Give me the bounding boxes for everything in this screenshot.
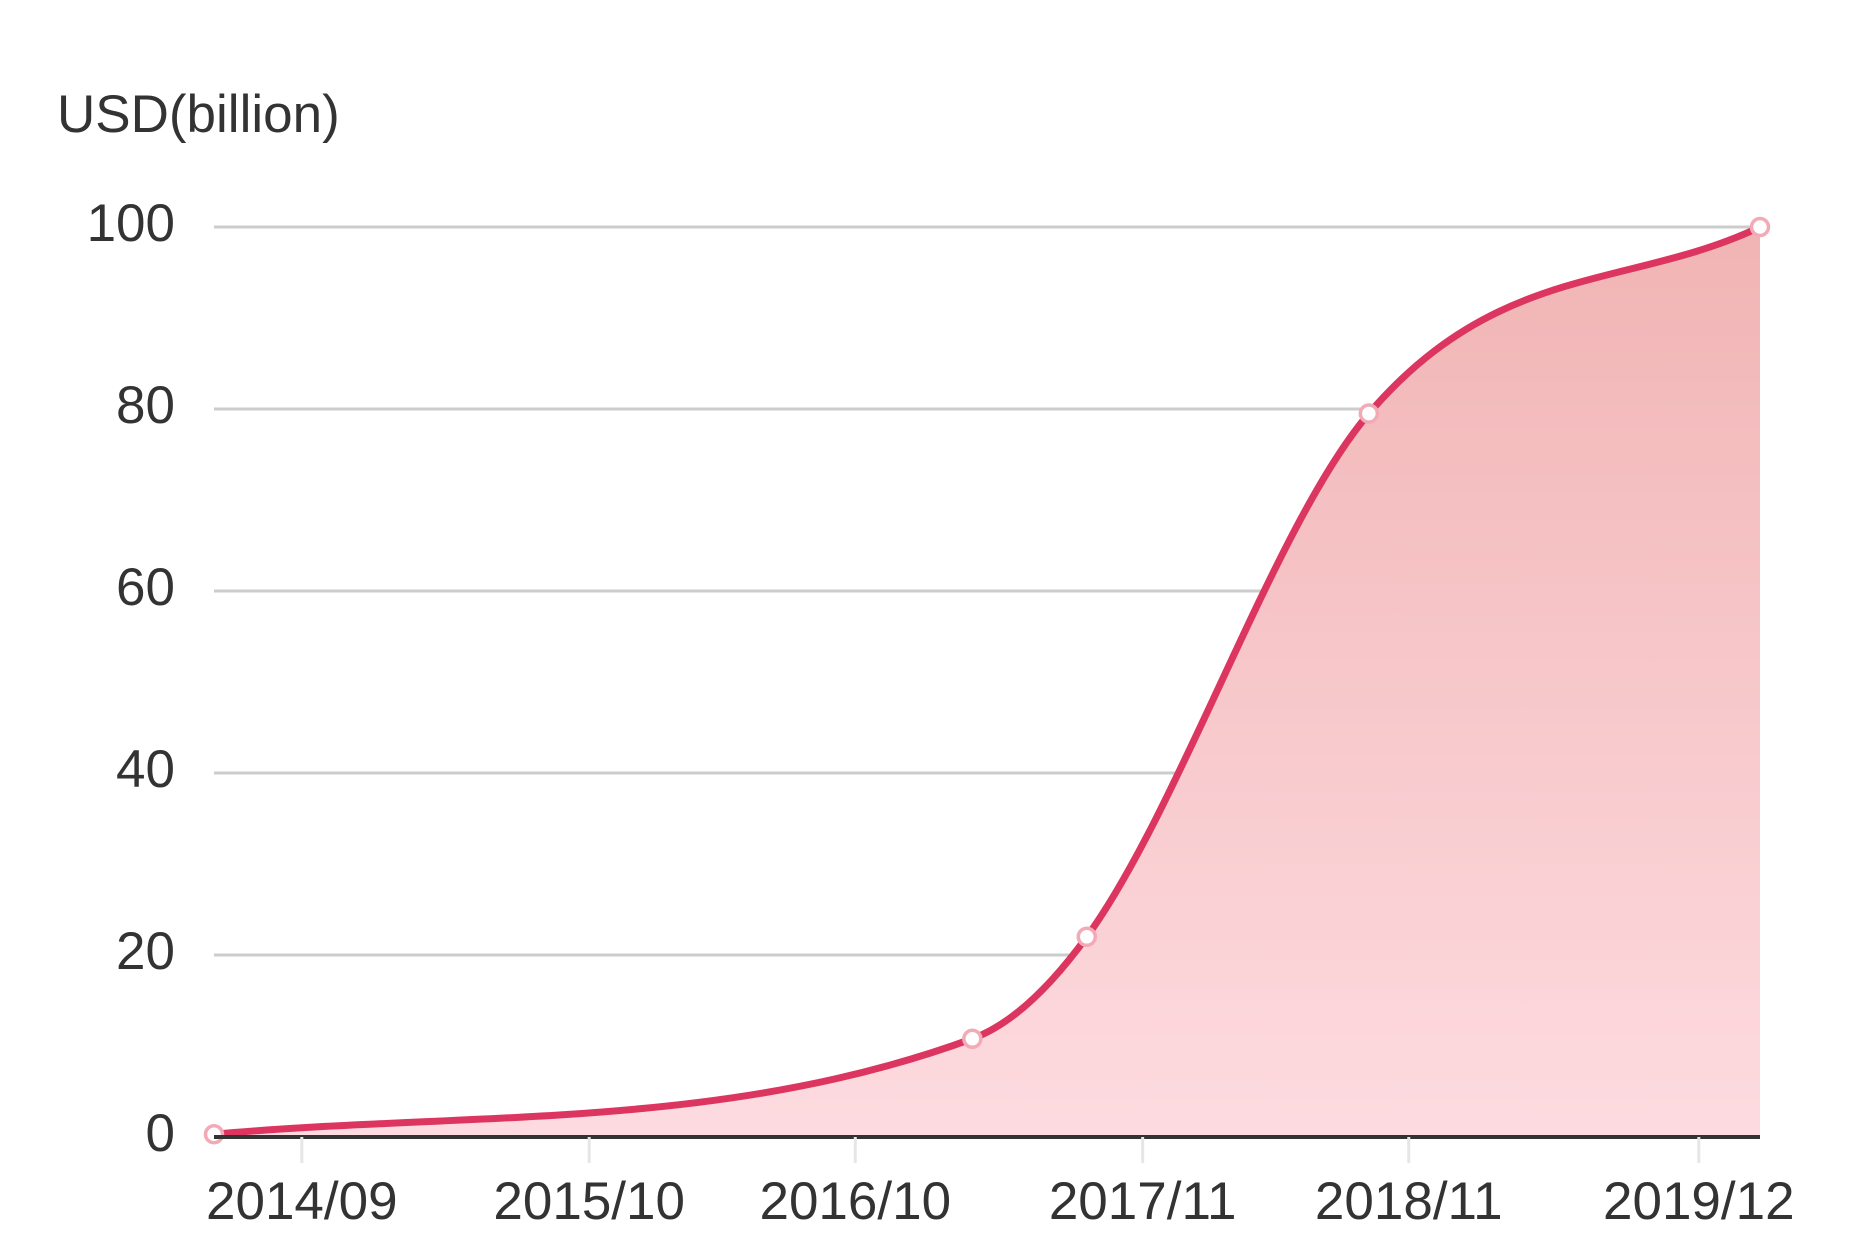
x-tick-label: 2014/09 — [206, 1172, 398, 1231]
y-tick-label: 60 — [116, 558, 175, 617]
x-tick-label: 2018/11 — [1315, 1172, 1503, 1231]
y-tick-label: 80 — [116, 376, 175, 435]
y-axis-label: USD(billion) — [57, 85, 340, 144]
x-tick-label: 2017/11 — [1049, 1172, 1237, 1231]
y-tick-label: 100 — [87, 194, 175, 253]
x-tick-label: 2019/12 — [1603, 1172, 1795, 1231]
y-tick-label: 40 — [116, 740, 175, 799]
point-marker — [962, 1028, 983, 1049]
x-tick-label: 2016/10 — [759, 1172, 951, 1231]
x-tick-label: 2015/10 — [493, 1172, 685, 1231]
y-tick-label: 0 — [146, 1104, 175, 1163]
line — [213, 223, 1762, 1138]
point-marker — [1076, 926, 1098, 948]
point-marker — [1749, 216, 1771, 238]
area — [214, 227, 1760, 1137]
point-marker — [1358, 403, 1380, 424]
y-tick-label: 20 — [116, 922, 175, 981]
point-marker — [203, 1124, 225, 1145]
